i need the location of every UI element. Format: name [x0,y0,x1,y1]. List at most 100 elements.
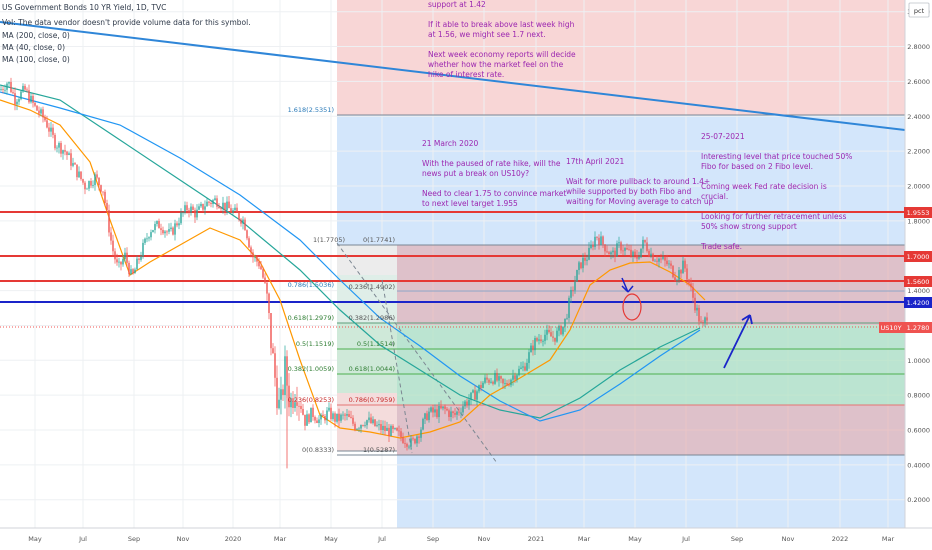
candle-body [596,236,598,238]
candle-body [78,171,80,178]
candle-body [354,423,356,430]
candle-body [402,437,404,444]
candle-body [222,202,224,209]
candle-body [590,244,592,248]
x-tick-label: Jul [377,535,386,543]
candle-body [104,191,106,204]
candle-body [444,406,446,409]
badge-1-56 [904,276,932,287]
candle-body [278,399,280,409]
candle-body [624,248,626,251]
y-tick-label: 0.2000 [907,496,930,504]
candle-body [148,237,150,239]
candle-body [680,270,682,274]
candle-body [462,406,464,413]
note-line: Next week economy reports will decide [428,50,576,59]
candle-body [166,231,168,233]
candle-body [92,185,94,186]
x-tick-label: Sep [128,535,140,543]
projection-dashed-1 [336,242,498,464]
candle-body [198,206,200,210]
candle-body [384,425,386,431]
candle-body [340,414,342,421]
candle-body [196,209,198,218]
y-tick-label: 2.8000 [907,43,930,51]
note-line: 21 March 2020 [422,139,478,148]
candle-body [550,332,552,337]
candle-body [2,89,4,90]
candle-body [270,313,272,349]
note-top: support at 1.42 If it able to break abov… [428,0,576,79]
candle-body [706,317,708,321]
note-line: while supported by both Fibo and [566,187,692,196]
candle-body [614,250,616,257]
candle-body [146,238,148,240]
candle-body [428,411,430,421]
fib1-label-0786: 0.786(1.5036) [288,281,334,289]
y-tick-label: 2.6000 [907,78,930,86]
candle-body [530,345,532,353]
candle-body [76,164,78,178]
candle-body [458,411,460,413]
candle-body [518,368,520,376]
candle-body [618,242,620,244]
candle-body [440,406,442,409]
candle-body [514,375,516,380]
candle-body [544,334,546,341]
note-line: at 1.56, we might see 1.7 next. [428,30,546,39]
candle-body [96,174,98,178]
candle-body [20,91,22,100]
candle-body [508,384,510,386]
candle-body [430,407,432,412]
candle-body [134,269,136,274]
candle-body [6,83,8,90]
candle-body [626,248,628,250]
fib1-label-1: 1(1.7705) [313,236,345,244]
fib2-label-0618: 0.618(1.0044) [349,365,395,373]
candle-body [668,263,670,265]
candle-body [522,366,524,368]
candle-body [302,408,304,415]
trend-line[interactable] [0,21,906,131]
candle-body [158,221,160,229]
note-april-2021: 17th April 2021 Wait for more pullback t… [566,157,714,206]
ma100-legend[interactable]: MA (100, close, 0) [2,55,70,64]
candle-body [432,407,434,413]
ma200-legend[interactable]: MA (200, close, 0) [2,31,70,40]
note-line [422,179,424,188]
candle-body [272,348,274,354]
y-tick-label: 0.4000 [907,461,930,469]
note-line [422,149,424,158]
fib2-label-0236: 0.236(1.4902) [349,283,395,291]
candle-body [554,337,556,342]
candle-body [506,383,508,385]
candle-body [60,143,62,154]
candle-body [334,413,336,422]
candle-body [616,243,618,257]
candle-body [32,95,34,103]
fib1-zone-mid [337,275,397,323]
candle-body [26,89,28,91]
candle-body [636,255,638,259]
note-line: support at 1.42 [428,0,486,9]
note-line: news put a break on US10y? [422,169,529,178]
ma40-legend[interactable]: MA (40, close, 0) [2,43,65,52]
candle-body [644,239,646,243]
candle-body [588,247,590,260]
price-axis[interactable] [905,0,932,528]
chart-title: US Government Bonds 10 YR Yield, 1D, TVC [2,3,166,12]
candle-body [398,430,400,432]
candle-body [638,257,640,259]
candle-body [336,413,338,422]
candle-body [258,261,260,267]
candle-body [348,414,350,417]
candle-body [524,366,526,371]
candle-body [88,181,90,189]
pct-button[interactable] [908,2,930,18]
candle-body [118,261,120,263]
candle-body [322,414,324,417]
time-axis[interactable] [0,528,932,550]
note-line [428,10,430,19]
candle-body [480,385,482,388]
